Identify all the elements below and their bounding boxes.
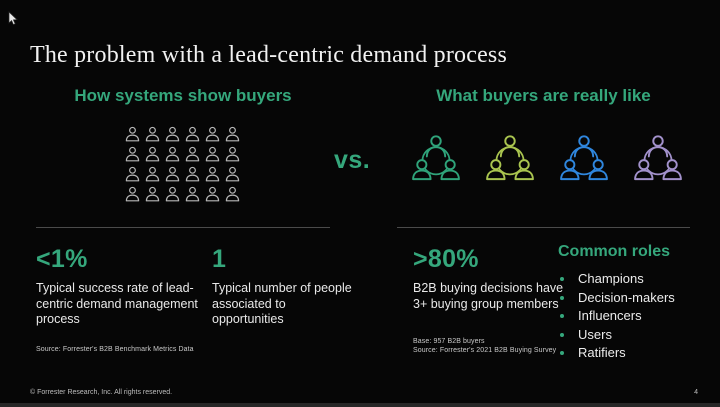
stat-description: B2B buying decisions have 3+ buying grou… <box>413 281 564 311</box>
base-note: Base: 957 B2B buyers <box>413 338 485 345</box>
person-icon <box>144 186 161 202</box>
footer-copyright: © Forrester Research, Inc. All rights re… <box>30 389 173 396</box>
role-label: Users <box>578 326 612 342</box>
person-icon <box>204 126 221 142</box>
person-icon <box>164 146 181 162</box>
stat-buying-group: >80% B2B buying decisions have 3+ buying… <box>413 245 571 312</box>
bullet-dot-icon <box>560 314 564 318</box>
person-icon <box>184 126 201 142</box>
common-roles-panel: Common roles Champions Decision-makers I… <box>558 243 708 364</box>
stat-value: <1% <box>36 245 88 273</box>
role-item: Influencers <box>558 308 708 327</box>
person-icon <box>124 146 141 162</box>
vs-label: vs. <box>334 146 371 174</box>
buying-group-icon <box>556 132 612 191</box>
slide-title: The problem with a lead-centric demand p… <box>30 42 508 69</box>
stat-value: >80% <box>413 245 479 273</box>
person-icon <box>124 126 141 142</box>
person-icon <box>204 186 221 202</box>
stat-value: 1 <box>212 245 227 273</box>
buying-group-icon <box>408 132 464 191</box>
stat-success-rate: <1% Typical success rate of lead-centric… <box>36 245 208 328</box>
mouse-cursor-icon <box>8 11 19 31</box>
buying-groups <box>408 132 686 191</box>
buying-group-icon <box>482 132 538 191</box>
buying-group-icon <box>630 132 686 191</box>
person-grid <box>124 126 241 202</box>
bullet-dot-icon <box>560 295 564 300</box>
person-icon <box>164 186 181 202</box>
role-item: Decision-makers <box>558 290 708 309</box>
person-icon <box>184 186 201 202</box>
person-icon <box>224 126 241 142</box>
person-icon <box>144 146 161 162</box>
person-icon <box>184 146 201 162</box>
right-source-note: Base: 957 B2B buyers Source: Forrester's… <box>413 337 556 355</box>
person-icon <box>144 166 161 182</box>
stat-description: Typical number of people associated to o… <box>212 281 352 326</box>
common-roles-heading: Common roles <box>558 243 671 260</box>
person-icon <box>144 126 161 142</box>
bullet-dot-icon <box>560 332 564 337</box>
person-icon <box>164 126 181 142</box>
person-icon <box>164 166 181 182</box>
survey-source-note: Source: Forrester's 2021 B2B Buying Surv… <box>413 347 557 354</box>
right-section-heading: What buyers are really like <box>436 86 651 105</box>
person-icon <box>184 166 201 182</box>
page-number: 4 <box>694 389 698 396</box>
left-divider <box>36 227 330 228</box>
role-label: Decision-makers <box>578 289 675 305</box>
person-icon <box>204 146 221 162</box>
bullet-dot-icon <box>560 277 564 281</box>
right-divider <box>397 227 690 228</box>
person-icon <box>204 166 221 182</box>
window-bottom-edge <box>0 403 720 407</box>
stat-people-per-opportunity: 1 Typical number of people associated to… <box>212 245 352 328</box>
role-item: Champions <box>558 271 708 290</box>
person-icon <box>124 186 141 202</box>
person-icon <box>224 186 241 202</box>
role-item: Ratifiers <box>558 345 708 364</box>
person-icon <box>224 166 241 182</box>
left-section-heading: How systems show buyers <box>74 86 292 105</box>
role-label: Ratifiers <box>578 345 626 360</box>
left-source-note: Source: Forrester's B2B Benchmark Metric… <box>36 346 194 353</box>
role-label: Influencers <box>578 308 642 323</box>
person-icon <box>124 166 141 182</box>
person-icon <box>224 146 241 162</box>
role-label: Champions <box>578 271 644 286</box>
common-roles-list: Champions Decision-makers Influencers Us… <box>558 271 708 364</box>
bullet-dot-icon <box>560 351 564 355</box>
stat-description: Typical success rate of lead-centric dem… <box>36 281 198 326</box>
role-item: Users <box>558 327 708 346</box>
